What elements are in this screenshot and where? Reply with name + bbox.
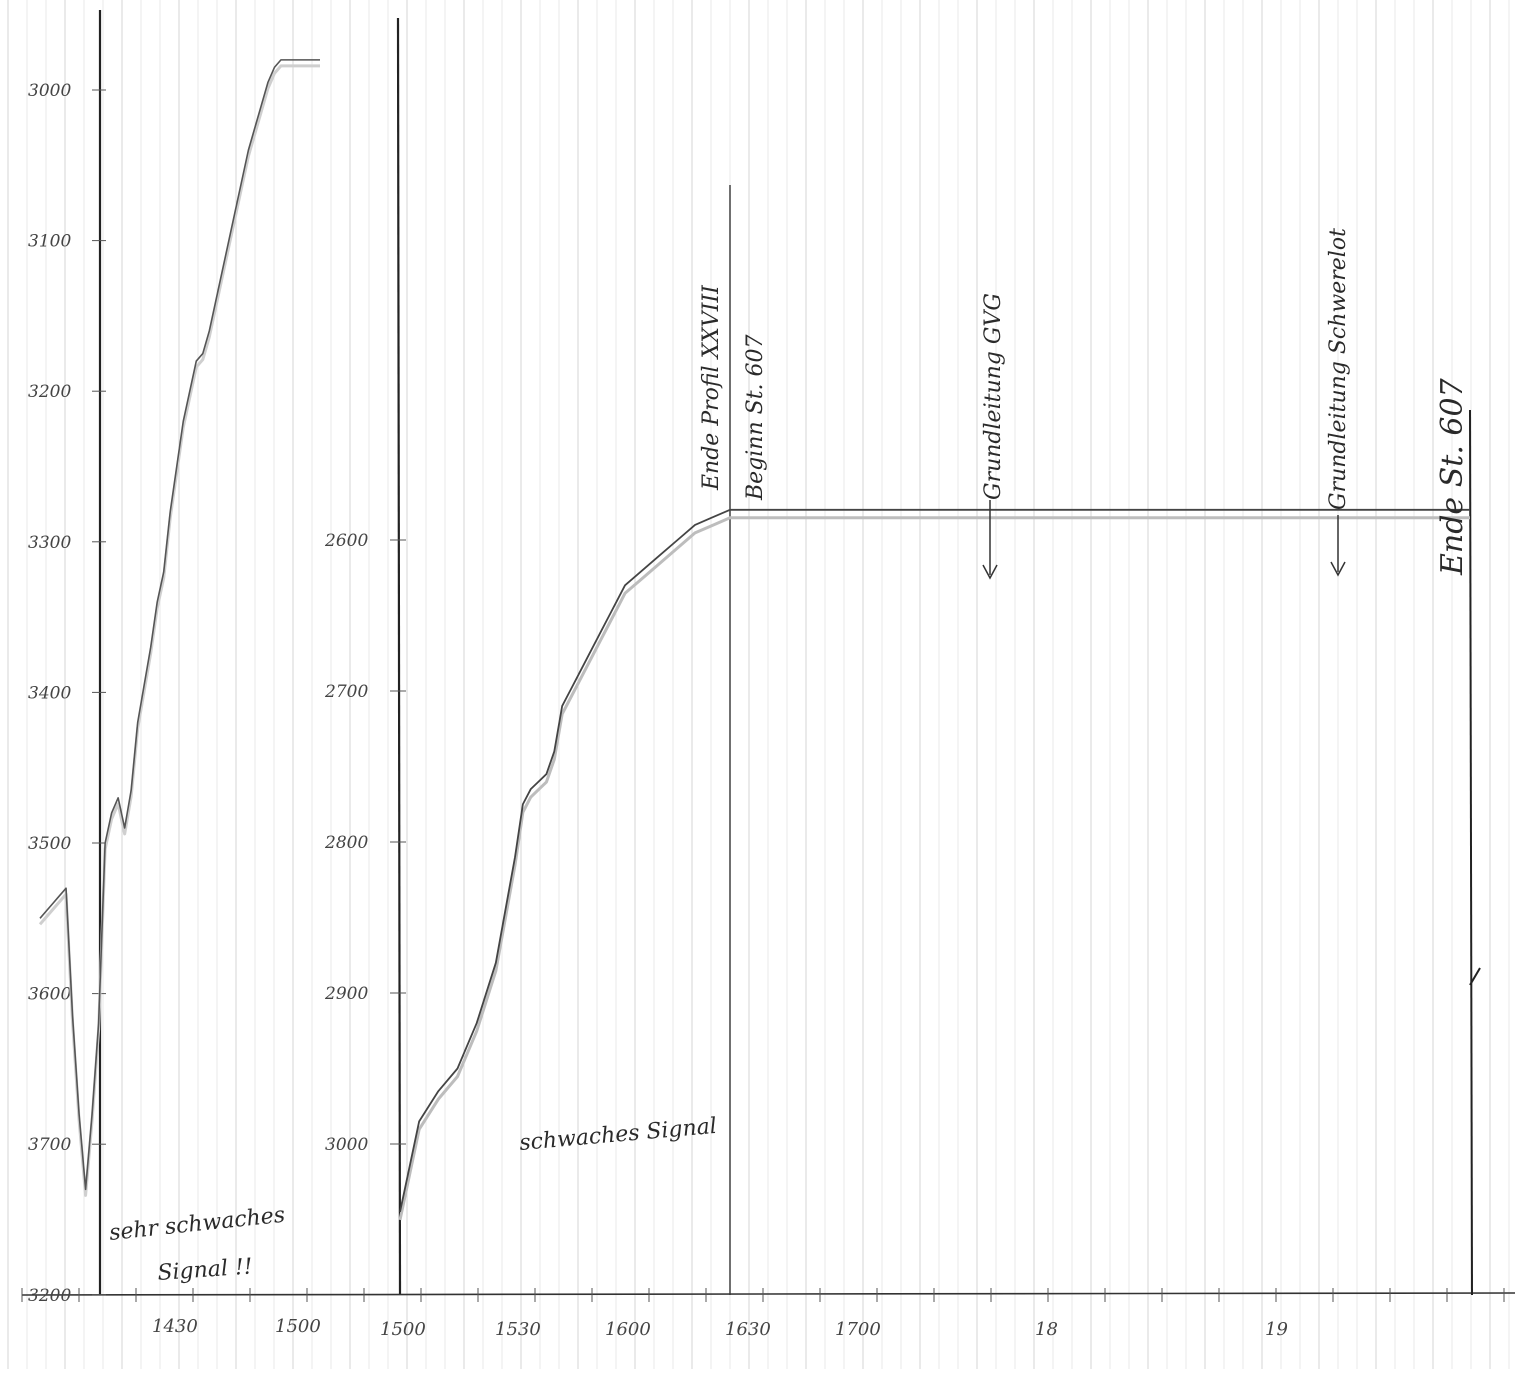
arrow-head bbox=[982, 564, 998, 580]
depth-trace-left bbox=[39, 59, 320, 1191]
y-tick-label: 3400 bbox=[28, 683, 71, 703]
tick-labels: 3000 3100 3200 3300 3400 3500 3600 3700 3200 2600… bbox=[28, 81, 1288, 1340]
y-tick-label: 3200 bbox=[28, 1286, 71, 1306]
annotations: sehr schwaches Signal !! Ende Profil XXVII… bbox=[108, 228, 1470, 1286]
y-tick-label: 2600 bbox=[324, 531, 368, 551]
y-tick-label: 3000 bbox=[325, 1135, 368, 1155]
x-tick-label: 1600 bbox=[605, 1319, 651, 1340]
arrow-head bbox=[1330, 561, 1346, 577]
y-tick-label: 3600 bbox=[28, 985, 71, 1005]
annotation-text: Signal !! bbox=[157, 1254, 254, 1286]
x-axis bbox=[21, 1292, 1516, 1296]
y-tick-label: 3500 bbox=[28, 834, 71, 854]
x-tick-label: 1700 bbox=[835, 1319, 881, 1340]
axes bbox=[21, 10, 1516, 1302]
x-tick-label: 18 bbox=[1035, 1319, 1058, 1340]
y-tick-label: 2900 bbox=[324, 984, 368, 1004]
annotation-text: Grundleitung Schwerelot bbox=[1326, 228, 1351, 510]
station-end-mark bbox=[1469, 967, 1481, 986]
y-tick-label: 2700 bbox=[324, 682, 368, 702]
x-tick-label: 1430 bbox=[152, 1316, 198, 1337]
series-lines bbox=[38, 59, 1470, 1221]
annotation-text: sehr schwaches bbox=[108, 1203, 286, 1246]
x-tick-label: 1630 bbox=[725, 1319, 771, 1340]
x-tick-label: 1530 bbox=[495, 1319, 541, 1340]
depth-trace-left bbox=[38, 64, 320, 1197]
y-tick-label: 2800 bbox=[324, 833, 368, 853]
station-end-line bbox=[1469, 409, 1473, 1296]
annotation-text: Beginn St. 607 bbox=[743, 334, 768, 501]
depth-trace-right bbox=[399, 508, 1470, 1213]
y-tick-label: 3200 bbox=[28, 382, 71, 402]
paper-grid bbox=[7, 0, 1510, 1369]
annotation-text: Ende Profil XXVIII bbox=[699, 284, 724, 491]
x-tick-label: 1500 bbox=[380, 1319, 426, 1340]
x-tick-label: 19 bbox=[1265, 1319, 1288, 1340]
x-tick-label: 1500 bbox=[275, 1316, 321, 1337]
annotation-text: schwaches Signal bbox=[518, 1114, 717, 1156]
y-tick-label: 3000 bbox=[28, 81, 71, 101]
y-tick-label: 3300 bbox=[28, 533, 71, 553]
annotation-text: Grundleitung GVG bbox=[981, 293, 1006, 500]
y-axis-right-panel bbox=[396, 17, 402, 1296]
y-tick-label: 3100 bbox=[28, 232, 71, 252]
depth-trace-right bbox=[398, 516, 1470, 1221]
y-tick-label: 3700 bbox=[28, 1135, 71, 1155]
annotation-text: Ende St. 607 bbox=[1435, 377, 1470, 576]
